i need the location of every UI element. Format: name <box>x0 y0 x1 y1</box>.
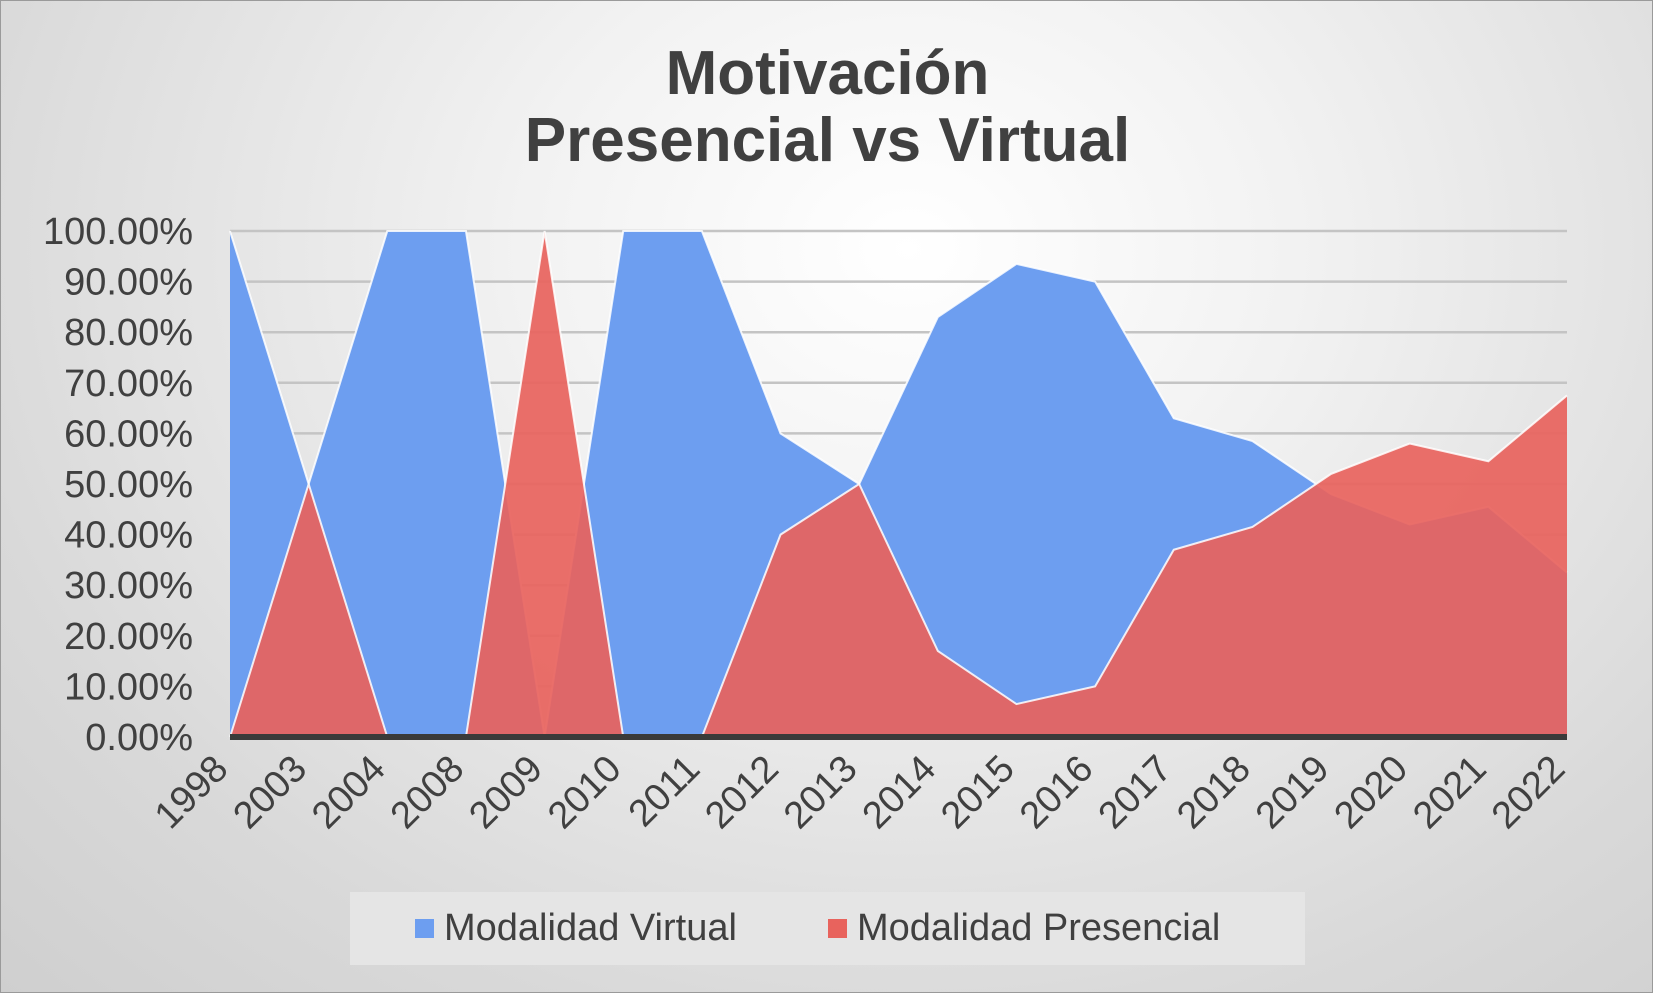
x-tick-label: 2014 <box>855 748 944 837</box>
x-tick-label: 2017 <box>1091 748 1180 837</box>
legend-swatch-virtual <box>415 919 434 938</box>
y-tick-label: 40.00% <box>64 515 193 557</box>
x-tick-label: 2022 <box>1484 748 1573 837</box>
x-tick-label: 2004 <box>304 748 393 837</box>
legend-item-virtual: Modalidad Virtual <box>415 892 737 965</box>
y-tick-label: 30.00% <box>64 565 193 607</box>
legend-item-presencial: Modalidad Presencial <box>828 892 1220 965</box>
chart-title-line-1: Motivación <box>665 39 990 108</box>
x-tick-label: 2013 <box>776 748 865 837</box>
y-tick-label: 50.00% <box>64 464 193 506</box>
legend-label-presencial: Modalidad Presencial <box>857 907 1221 949</box>
y-tick-label: 20.00% <box>64 616 193 658</box>
y-tick-label: 100.00% <box>43 211 193 253</box>
y-tick-label: 0.00% <box>85 717 193 759</box>
x-tick-label: 2008 <box>383 748 472 837</box>
x-tick-label: 2020 <box>1327 748 1416 837</box>
x-tick-label: 2021 <box>1405 748 1494 837</box>
x-tick-label: 2015 <box>933 748 1022 837</box>
y-tick-label: 70.00% <box>64 363 193 405</box>
x-tick-label: 2003 <box>226 748 315 837</box>
y-tick-label: 80.00% <box>64 312 193 354</box>
x-tick-label: 1998 <box>147 748 236 837</box>
legend: Modalidad Virtual Modalidad Presencial <box>350 892 1305 965</box>
x-tick-label: 2016 <box>1012 748 1101 837</box>
chart-title-line-2: Presencial vs Virtual <box>524 106 1131 175</box>
y-tick-label: 90.00% <box>64 262 193 304</box>
y-tick-label: 10.00% <box>64 666 193 708</box>
x-tick-label: 2009 <box>461 748 550 837</box>
legend-label-virtual: Modalidad Virtual <box>444 907 737 949</box>
x-tick-label: 2010 <box>540 748 629 837</box>
x-tick-label: 2019 <box>1248 748 1337 837</box>
x-tick-label: 2012 <box>697 748 786 837</box>
x-tick-label: 2011 <box>621 748 708 835</box>
y-tick-label: 60.00% <box>64 413 193 455</box>
x-tick-label: 2018 <box>1169 748 1258 837</box>
legend-swatch-presencial <box>828 919 847 938</box>
